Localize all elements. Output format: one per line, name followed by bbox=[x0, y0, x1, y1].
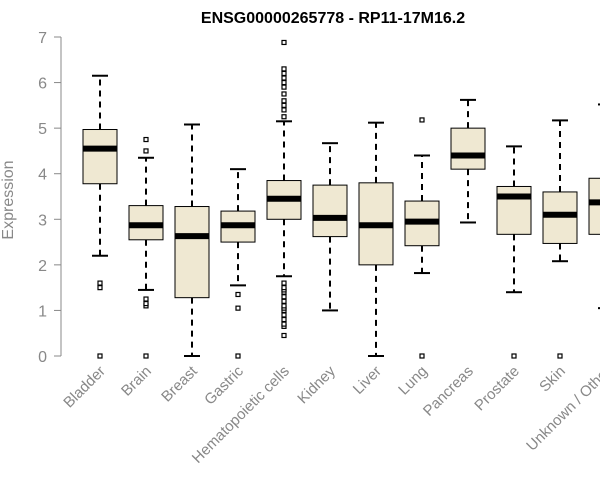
outlier-point bbox=[281, 70, 287, 77]
outlier-point bbox=[143, 136, 149, 143]
y-tick-label: 2 bbox=[38, 258, 47, 275]
outlier-point bbox=[235, 353, 241, 359]
box-iqr bbox=[312, 184, 348, 238]
outlier-point bbox=[281, 312, 287, 318]
y-tick-label: 0 bbox=[38, 349, 47, 366]
outlier-point bbox=[511, 353, 517, 359]
box-iqr bbox=[450, 127, 486, 170]
box-gastric bbox=[220, 168, 256, 359]
y-tick-label: 1 bbox=[38, 303, 47, 320]
y-tick-label: 4 bbox=[38, 167, 47, 184]
outlier-point bbox=[281, 294, 287, 300]
x-tick-label: Gastric bbox=[201, 362, 247, 408]
outlier-point bbox=[143, 300, 149, 307]
box-prostate bbox=[496, 145, 532, 359]
box-iqr bbox=[588, 177, 600, 235]
outlier-point bbox=[281, 321, 287, 327]
x-tick-label: Breast bbox=[158, 362, 201, 405]
outlier-point bbox=[557, 353, 563, 359]
y-tick-label: 3 bbox=[38, 212, 47, 229]
outlier-point bbox=[281, 303, 287, 309]
x-tick-label: Kidney bbox=[294, 362, 339, 407]
outlier-point bbox=[281, 91, 287, 97]
box-liver bbox=[358, 121, 394, 357]
outlier-point bbox=[281, 107, 287, 113]
x-tick-label: Brain bbox=[118, 363, 155, 400]
box-kidney bbox=[312, 142, 348, 312]
box-iqr bbox=[174, 206, 210, 299]
outlier-point bbox=[143, 148, 149, 154]
outlier-point bbox=[281, 102, 287, 108]
outlier-point bbox=[281, 98, 287, 104]
box-brain bbox=[128, 136, 164, 359]
chart-title: ENSG00000265778 - RP11-17M16.2 bbox=[201, 10, 465, 27]
outlier-point bbox=[235, 291, 241, 298]
outlier-point bbox=[281, 285, 287, 291]
outlier-point bbox=[143, 296, 149, 302]
box-iqr bbox=[82, 129, 118, 185]
outlier-point bbox=[97, 353, 103, 359]
box-lung bbox=[404, 117, 440, 359]
outlier-point bbox=[281, 114, 287, 120]
outlier-point bbox=[97, 280, 103, 286]
outlier-point bbox=[419, 353, 425, 359]
x-tick-label: Pancreas bbox=[420, 363, 477, 420]
box-hematopoietic-cells bbox=[266, 39, 302, 339]
x-tick-label: Liver bbox=[350, 363, 385, 398]
outlier-point bbox=[281, 316, 287, 323]
outlier-point bbox=[143, 353, 149, 359]
outlier-point bbox=[235, 305, 241, 311]
y-axis: 0 1 2 3 4 5 6 7 bbox=[38, 30, 62, 366]
box-skin bbox=[542, 119, 578, 359]
outlier-point bbox=[281, 298, 287, 304]
y-tick-label: 6 bbox=[38, 76, 47, 93]
outlier-point bbox=[281, 332, 287, 339]
outlier-point bbox=[281, 66, 287, 72]
box-breast bbox=[174, 123, 210, 357]
box-unknown-other bbox=[588, 103, 600, 310]
x-tick-label: Prostate bbox=[471, 363, 523, 415]
y-axis-label: Expression bbox=[0, 160, 17, 239]
box-bladder bbox=[82, 74, 118, 359]
box-pancreas bbox=[450, 98, 486, 224]
outlier-point bbox=[281, 79, 287, 86]
outlier-point bbox=[281, 75, 287, 81]
y-tick-label: 5 bbox=[38, 121, 47, 138]
outlier-point bbox=[419, 117, 425, 123]
x-tick-label: Bladder bbox=[60, 363, 109, 412]
outlier-point bbox=[97, 285, 103, 291]
x-tick-label: Lung bbox=[395, 363, 431, 399]
box-series bbox=[82, 39, 600, 359]
outlier-point bbox=[281, 39, 287, 46]
outlier-point bbox=[281, 84, 287, 90]
x-tick-label: Skin bbox=[536, 363, 569, 396]
y-tick-label: 7 bbox=[38, 30, 47, 47]
outlier-point bbox=[281, 280, 287, 286]
